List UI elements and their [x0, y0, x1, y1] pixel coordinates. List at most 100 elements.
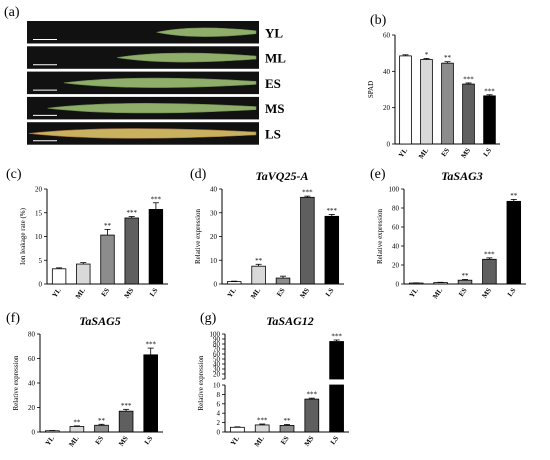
bar [275, 277, 291, 285]
bar [148, 209, 164, 285]
significance-label: *** [484, 250, 495, 258]
y-tick-label: 40 [383, 68, 391, 76]
y-tick-label: 40 [392, 243, 400, 251]
y-tick-label: 0 [214, 281, 218, 289]
chart-title-d: TaVQ25-A [256, 169, 309, 183]
x-tick-label: LS [482, 146, 494, 158]
y-tick-label: 50 [213, 356, 221, 364]
bar [124, 217, 139, 285]
y-tick-label: 20 [210, 233, 218, 241]
y-tick-label: 60 [383, 32, 391, 40]
y-tick-label: 4 [217, 410, 221, 418]
x-tick-label: MS [117, 434, 130, 447]
panel-letter-e: (e) [370, 167, 386, 182]
y-tick-label: 0 [217, 429, 221, 437]
x-tick-label: ES [440, 146, 452, 158]
bar [230, 426, 245, 433]
bar [251, 265, 266, 285]
significance-label: *** [302, 189, 313, 197]
bar [304, 398, 320, 433]
y-tick-label: 10 [210, 257, 218, 265]
y-axis-label: Relative expression [376, 208, 384, 264]
bar [329, 341, 344, 380]
x-tick-label: LS [143, 434, 155, 446]
significance-label: *** [126, 209, 137, 217]
panel-letter-b: (b) [370, 13, 387, 28]
bar [143, 354, 158, 433]
y-axis-label: Relative expression [194, 208, 202, 264]
bar [279, 425, 295, 433]
significance-label: ** [510, 192, 518, 200]
chart-title-e: TaSAG3 [441, 169, 483, 183]
x-tick-label: LS [506, 286, 518, 298]
y-tick-label: 20 [383, 104, 391, 112]
bar [45, 430, 60, 433]
x-tick-label: MS [460, 146, 473, 159]
y-tick-label: 70 [213, 346, 221, 354]
bar [324, 215, 340, 285]
y-tick-label: 100 [210, 331, 221, 339]
x-tick-label: YL [51, 286, 63, 299]
y-tick-label: 20 [392, 262, 400, 270]
y-tick-label: 0 [39, 281, 43, 289]
chart-title-f: TaSAG5 [79, 314, 121, 328]
charts-layer: 0204060SPADYL*ML**ES***MS***LS05101520Io… [12, 32, 526, 448]
y-tick-label: 30 [213, 366, 221, 374]
bar [300, 196, 315, 285]
y-tick-label: 80 [213, 341, 221, 349]
x-tick-label: ML [68, 434, 81, 448]
x-tick-label: LS [148, 286, 160, 298]
x-tick-label: LS [329, 434, 341, 446]
bar [441, 62, 454, 145]
x-tick-label: ES [94, 434, 106, 446]
y-axis-label: Relative expression [12, 355, 20, 411]
bar [51, 268, 67, 285]
y-tick-label: 10 [213, 382, 221, 390]
leaf-blade [117, 52, 257, 63]
y-tick-label: 40 [210, 186, 218, 194]
leaf-stage-label: ML [265, 51, 286, 66]
bar [462, 83, 475, 145]
significance-label: ** [255, 257, 263, 265]
bar [457, 279, 473, 285]
panel-letter-a: (a) [4, 5, 20, 20]
leaf-blade [47, 103, 257, 114]
y-tick-label: 0 [387, 141, 391, 149]
y-tick-label: 100 [389, 186, 400, 194]
significance-label: *** [257, 417, 268, 425]
chart-d: 0 10 20 30 40 Relative expression YL ** ML ES *** M… [194, 186, 344, 300]
x-tick-label: YL [408, 286, 420, 299]
x-tick-label: ML [74, 286, 87, 300]
bar [94, 424, 109, 433]
x-tick-label: YL [226, 286, 238, 299]
y-tick-label: 6 [217, 400, 221, 408]
significance-label: ** [73, 418, 81, 426]
leaf-photo-bg [27, 21, 259, 44]
y-tick-label: 40 [28, 380, 36, 388]
x-tick-label: ES [100, 286, 112, 298]
significance-label: ** [284, 417, 292, 425]
significance-label: ** [444, 54, 452, 62]
leaf-photo-panel: YL ML ES MS LS [27, 21, 286, 145]
bar [420, 59, 433, 145]
y-tick-label: 0 [396, 281, 400, 289]
x-tick-label: MS [480, 286, 493, 299]
bar [118, 410, 134, 433]
significance-label: ** [104, 222, 112, 230]
bar [506, 200, 522, 285]
y-tick-label: 80 [392, 205, 400, 213]
y-tick-label: 60 [213, 351, 221, 359]
panel-letter-f: (f) [6, 311, 20, 326]
significance-label: *** [463, 75, 474, 83]
significance-label: ** [462, 272, 470, 280]
y-axis-label: Ion leakage rate (%) [19, 207, 27, 265]
y-tick-label: 0 [32, 429, 36, 437]
x-tick-label: ML [417, 146, 430, 160]
leaf-blade [63, 77, 257, 88]
leaf-blade [28, 128, 257, 139]
y-tick-label: 90 [213, 336, 221, 344]
chart-title-g: TaSAG12 [266, 314, 314, 328]
